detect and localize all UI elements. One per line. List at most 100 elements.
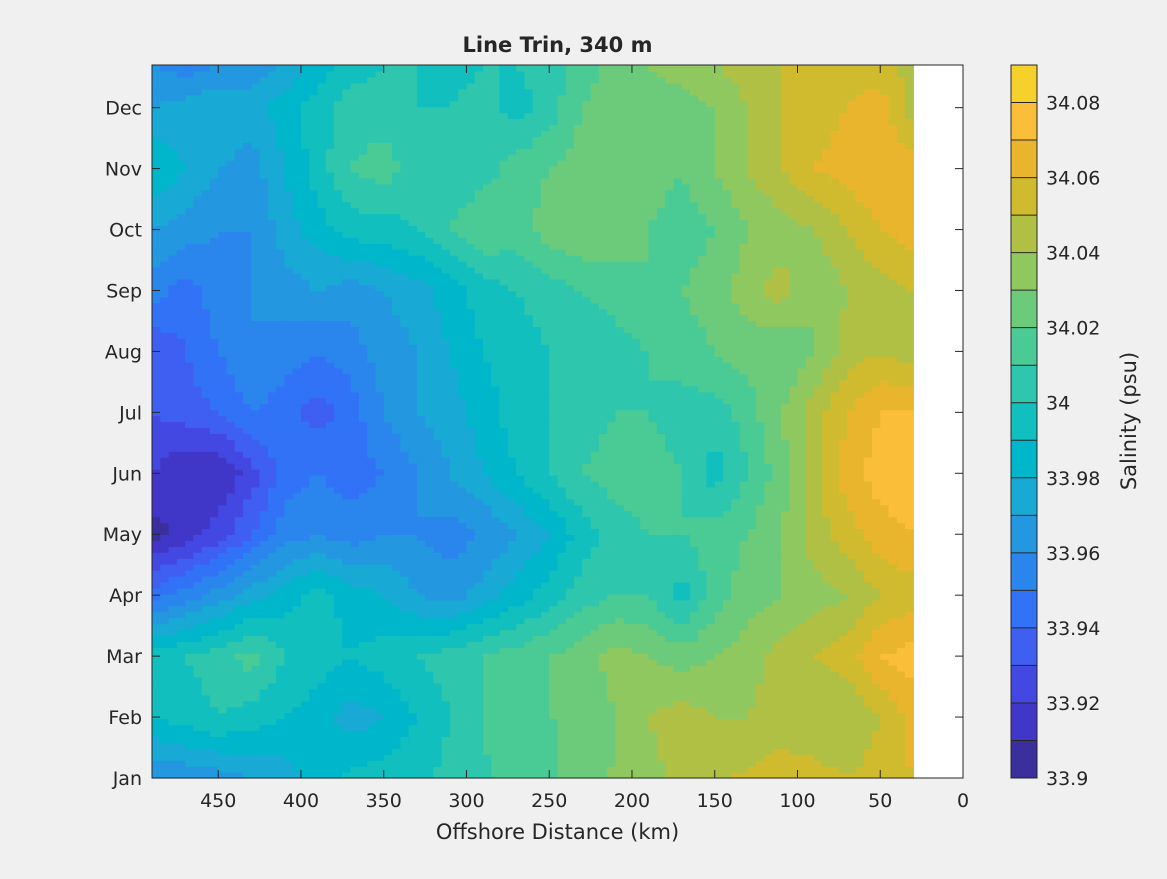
contour-cell [367,546,377,553]
contour-cell [226,457,236,464]
contour-cell [714,736,724,743]
contour-cell [640,540,650,547]
contour-cell [259,760,269,767]
contour-cell [905,641,914,648]
contour-cell [284,504,294,512]
contour-cell [201,492,211,500]
contour-cell [896,564,906,571]
contour-cell [499,570,509,577]
contour-cell [814,564,823,571]
contour-cell [491,522,501,530]
contour-cell [441,724,451,732]
contour-cell [499,718,509,726]
contour-cell [739,558,749,565]
contour-cell [557,635,567,642]
contour-cell [739,552,749,559]
contour-cell [416,469,426,476]
contour-cell [714,665,724,672]
contour-cell [656,575,666,583]
contour-cell [888,552,898,559]
contour-cell [714,474,724,482]
contour-cell [433,528,443,535]
contour-cell [201,724,211,732]
contour-cell [416,754,426,761]
contour-cell [830,599,840,607]
contour-cell [631,766,641,773]
contour-cell [474,570,484,577]
contour-cell [772,730,782,738]
contour-cell [234,504,244,512]
contour-cell [714,688,724,696]
contour-cell [631,706,641,714]
contour-cell [160,528,170,535]
contour-cell [888,748,898,755]
contour-cell [888,700,898,708]
contour-cell [706,671,716,678]
contour-cell [532,599,542,607]
contour-cell [780,552,790,559]
contour-cell [814,457,823,464]
contour-cell [408,688,418,696]
contour-cell [251,474,261,482]
contour-cell [607,706,617,714]
contour-cell [549,617,559,625]
contour-cell [814,611,823,619]
contour-cell [838,522,848,530]
contour-cell [234,718,244,726]
contour-cell [863,474,873,482]
contour-cell [218,635,228,642]
contour-cell [847,730,857,738]
contour-cell [789,665,799,672]
contour-cell [756,605,765,613]
contour-cell [350,676,360,684]
contour-cell [243,718,252,726]
contour-cell [723,682,732,690]
contour-cell [458,486,468,494]
contour-cell [367,694,377,702]
contour-cell [507,528,517,535]
contour-cell [292,676,302,684]
contour-cell [673,498,683,506]
contour-cell [317,611,327,619]
contour-cell [731,474,741,482]
contour-cell [863,552,873,559]
contour-cell [342,617,352,625]
contour-cell [706,581,716,589]
contour-cell [739,486,749,494]
contour-cell [698,766,708,773]
contour-cell [623,772,633,779]
contour-cell [185,463,194,470]
contour-cell [292,534,302,541]
contour-cell [408,617,418,625]
contour-cell [507,694,517,702]
contour-cell [764,593,774,601]
contour-cell [243,754,252,761]
contour-cell [739,617,749,625]
contour-cell [814,522,823,530]
contour-cell [383,641,393,648]
contour-cell [400,724,410,732]
contour-cell [416,463,426,470]
contour-cell [466,546,476,553]
contour-cell [433,534,443,541]
contour-cell [805,742,815,749]
contour-cell [342,492,352,500]
contour-cell [408,605,418,613]
contour-cell [483,671,492,678]
contour-cell [383,682,393,690]
contour-cell [243,748,252,755]
contour-cell [499,605,509,613]
contour-cell [747,534,757,541]
contour-cell [607,724,617,732]
contour-cell [764,469,774,476]
contour-cell [574,736,583,743]
contour-cell [557,486,567,494]
contour-cell [631,599,641,607]
contour-cell [483,469,492,476]
contour-cell [292,540,302,547]
contour-cell [491,748,501,755]
contour-cell [648,486,658,494]
contour-cell [466,659,476,666]
contour-cell [540,665,550,672]
contour-cell [342,605,352,613]
